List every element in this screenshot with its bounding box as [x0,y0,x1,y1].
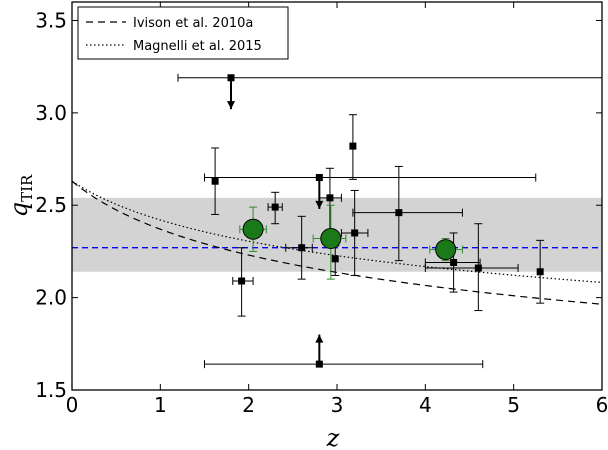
x-tick-label-0: 0 [66,393,79,417]
x-tick-label-1: 1 [154,393,167,417]
legend: Ivison et al. 2010a Magnelli et al. 2015 [77,6,289,60]
x-tick-label-5: 5 [507,393,520,417]
legend-label-magnelli: Magnelli et al. 2015 [133,39,262,54]
legend-box [77,6,289,60]
point-7 [351,229,359,237]
stacked-point-1 [320,227,342,249]
point-3 [298,244,306,252]
y-axis-label: qTIR [5,174,36,217]
x-tick-label-4: 4 [419,393,432,417]
point-0 [211,177,219,185]
y-tick-label-2: 2.5 [35,193,67,217]
upper-limit-1-arrow-head [315,200,324,209]
y-tick-label-3: 3.0 [35,101,67,125]
point-9 [450,259,458,267]
y-tick-label-0: 1.5 [35,378,67,402]
point-10 [474,264,482,272]
stacked-point-0 [242,218,264,240]
point-1 [238,277,246,285]
stacked-point-2 [435,239,457,261]
point-5 [331,255,339,263]
y-axis-label-sub: TIR [18,174,36,202]
y-tick-label-4: 3.5 [35,8,67,32]
x-tick-label-2: 2 [242,393,255,417]
point-8 [395,209,403,217]
plot-background [72,2,602,390]
x-axis-label: z [326,424,340,450]
x-tick-label-6: 6 [596,393,608,417]
svg-text:qTIR: qTIR [5,174,36,217]
ivison-curve [72,180,602,305]
point-4 [326,194,334,202]
point-11 [536,268,544,276]
y-tick-label-1: 2.0 [35,286,67,310]
x-tick-label-3: 3 [331,393,344,417]
point-6 [349,142,357,150]
lower-limit-0-arrow-head [315,334,324,343]
legend-label-ivison: Ivison et al. 2010a [133,16,253,31]
y-axis-label-main: q [5,202,33,217]
upper-limit-0-arrow-head [227,101,235,110]
point-2 [271,203,279,211]
